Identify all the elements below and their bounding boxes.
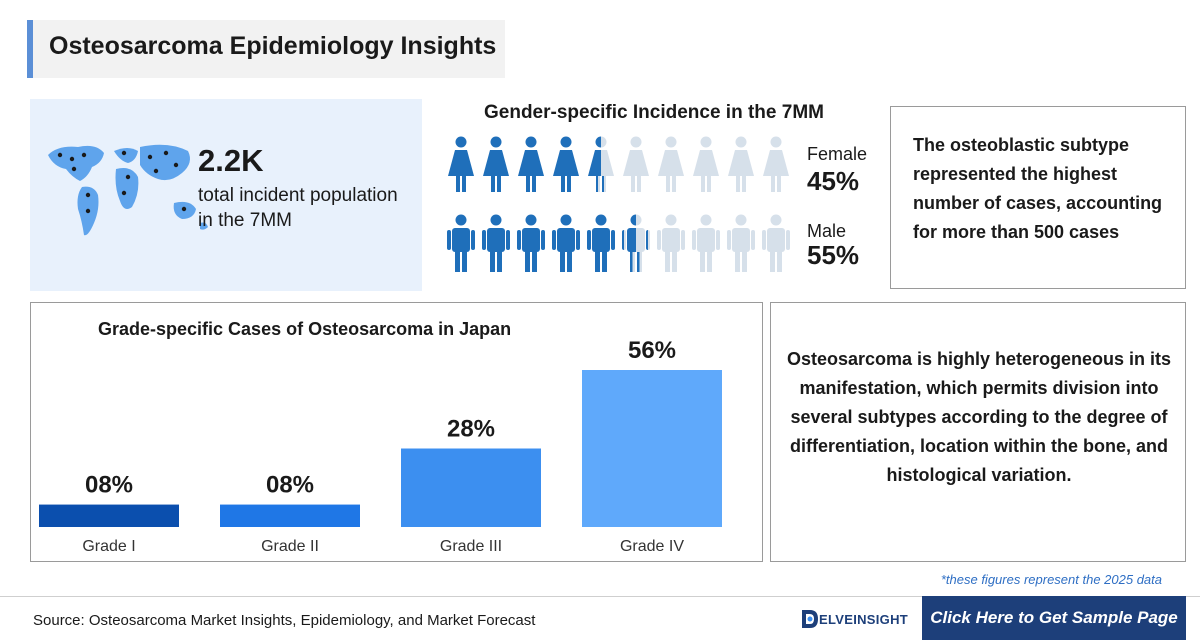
female-figure-icon (658, 136, 684, 192)
bar-grade-i (39, 504, 179, 527)
male-figure-icon (657, 214, 685, 272)
male-figure-icon (552, 214, 580, 272)
female-percent: 45% (807, 166, 860, 196)
female-figure-icon (623, 136, 649, 192)
male-label: Male (807, 221, 847, 241)
category-label: Grade III (440, 538, 502, 555)
bar-grade-iv (582, 370, 722, 527)
get-sample-page-button[interactable]: Click Here to Get Sample Page (922, 596, 1186, 640)
bar-value-label: 08% (266, 472, 314, 499)
female-figure-icon (553, 136, 579, 192)
heterogeneous-note: Osteosarcoma is highly heterogeneous in … (786, 349, 1172, 485)
page-title: Osteosarcoma Epidemiology Insights (49, 32, 497, 60)
subtype-note-card: The osteoblastic subtype represented the… (890, 106, 1186, 289)
male-figure-icon (447, 214, 475, 272)
male-figure-icon (517, 214, 545, 272)
incident-text: total incident population in the 7MM (198, 185, 398, 231)
data-year-footnote: *these figures represent the 2025 data (940, 572, 1162, 587)
female-figure-icon (693, 136, 719, 192)
male-figure-icon (692, 214, 720, 272)
male-figure-icon (622, 214, 650, 272)
male-figure-icon (587, 214, 615, 272)
female-figure-icon (518, 136, 544, 192)
male-percent: 55% (807, 240, 860, 270)
female-figure-icon (448, 136, 474, 192)
bar-value-label: 56% (628, 337, 676, 364)
female-figure-icon (763, 136, 789, 192)
male-icon-row (447, 214, 790, 272)
female-figure-icon (728, 136, 754, 192)
male-figure-icon (762, 214, 790, 272)
female-label: Female (807, 144, 868, 164)
female-figure-icon (483, 136, 509, 192)
incident-stat-card: 2.2K total incident population in the 7M… (30, 99, 422, 291)
title-box: Osteosarcoma Epidemiology Insights (27, 20, 505, 78)
chart-title: Grade-specific Cases of Osteosarcoma in … (98, 319, 511, 339)
male-figure-icon (482, 214, 510, 272)
world-map-icon (48, 144, 208, 236)
female-icon-row (448, 136, 789, 192)
heterogeneous-note-card: Osteosarcoma is highly heterogeneous in … (770, 302, 1186, 562)
category-label: Grade II (261, 538, 319, 555)
category-label: Grade IV (620, 538, 684, 555)
grade-chart: Grade-specific Cases of Osteosarcoma in … (30, 302, 763, 562)
gender-title: Gender-specific Incidence in the 7MM (484, 102, 824, 123)
grade-bar-chart: Grade-specific Cases of Osteosarcoma in … (39, 319, 722, 555)
incident-value: 2.2K (198, 143, 264, 178)
bar-value-label: 08% (85, 472, 133, 499)
subtype-note: The osteoblastic subtype represented the… (913, 135, 1163, 242)
bar-grade-iii (401, 448, 541, 527)
female-figure-icon (588, 136, 614, 192)
category-label: Grade I (82, 538, 135, 555)
delveinsight-logo-icon (802, 610, 818, 628)
footer-divider (0, 596, 1200, 597)
bar-value-label: 28% (447, 416, 495, 443)
male-figure-icon (727, 214, 755, 272)
bar-grade-ii (220, 504, 360, 527)
logo-text: ELVEINSIGHT (819, 612, 909, 627)
source-text: Source: Osteosarcoma Market Insights, Ep… (33, 612, 536, 629)
